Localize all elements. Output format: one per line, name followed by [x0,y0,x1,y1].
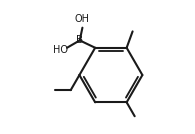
Text: HO: HO [53,45,68,55]
Text: OH: OH [75,14,90,24]
Text: B: B [76,35,83,45]
